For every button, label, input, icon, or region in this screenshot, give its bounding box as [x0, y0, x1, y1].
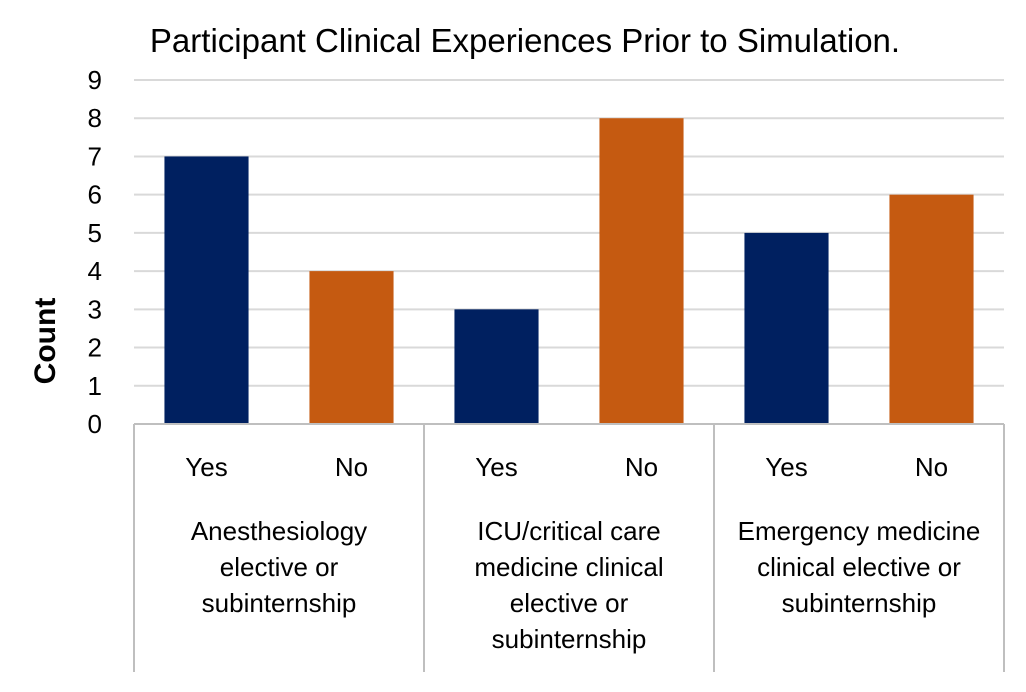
y-tick-label: 4 — [88, 256, 102, 286]
gridlines — [134, 79, 1004, 387]
y-tick-label: 6 — [88, 180, 102, 210]
y-tick-label: 8 — [88, 103, 102, 133]
x-group-label: subinternship — [782, 588, 937, 618]
x-axis: Yes No Anesthesiology elective or subinterns… — [133, 423, 1005, 672]
y-axis-label: Count — [29, 298, 62, 385]
y-tick-label: 3 — [88, 294, 102, 324]
x-category-label: Yes — [475, 452, 517, 482]
bar-yes — [164, 156, 249, 424]
bar-yes — [744, 232, 829, 424]
x-group-label: clinical elective or — [757, 552, 961, 582]
x-group-label: Emergency medicine — [738, 516, 981, 546]
x-group-label: medicine clinical — [474, 552, 663, 582]
y-tick-label: 5 — [88, 218, 102, 248]
x-group-label: elective or — [510, 588, 629, 618]
x-category-label: No — [335, 452, 368, 482]
x-group-label: elective or — [220, 552, 339, 582]
y-tick-label: 2 — [88, 333, 102, 363]
y-tick-label: 7 — [88, 141, 102, 171]
y-axis-ticks: 0 1 2 3 4 5 6 7 8 9 — [88, 65, 102, 439]
chart-title: Participant Clinical Experiences Prior t… — [150, 22, 900, 59]
x-group-label: Anesthesiology — [191, 516, 367, 546]
y-tick-label: 9 — [88, 65, 102, 95]
bar-no — [889, 194, 974, 424]
y-tick-label: 0 — [88, 409, 102, 439]
bar-no — [309, 271, 394, 424]
x-group-label: ICU/critical care — [477, 516, 660, 546]
y-tick-label: 1 — [88, 371, 102, 401]
bar-yes — [454, 309, 539, 424]
x-category-label: No — [915, 452, 948, 482]
x-group-label: subinternship — [202, 588, 357, 618]
bar-no — [599, 118, 684, 424]
x-category-label: Yes — [765, 452, 807, 482]
bars — [164, 118, 974, 424]
x-group-label: subinternship — [492, 624, 647, 654]
x-category-label: No — [625, 452, 658, 482]
x-category-label: Yes — [185, 452, 227, 482]
